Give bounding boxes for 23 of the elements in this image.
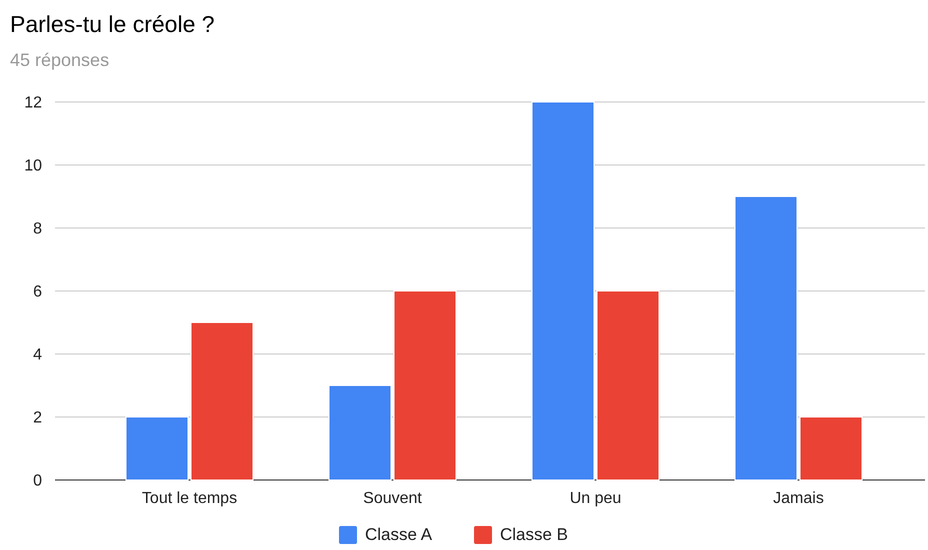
bar bbox=[532, 102, 594, 480]
bar bbox=[734, 196, 798, 480]
x-tick-label: Tout le temps bbox=[142, 490, 238, 507]
x-tick-label: Jamais bbox=[773, 490, 824, 507]
y-tick-label: 0 bbox=[33, 472, 42, 490]
y-tick-label: 10 bbox=[24, 158, 42, 175]
chart-subtitle: 45 réponses bbox=[10, 50, 110, 70]
y-tick-label: 12 bbox=[24, 94, 42, 112]
bar bbox=[596, 290, 660, 480]
y-tick-label: 8 bbox=[33, 220, 42, 238]
x-tick-label: Un peu bbox=[570, 490, 622, 507]
bar bbox=[190, 322, 254, 480]
x-tick-label: Souvent bbox=[363, 490, 422, 507]
bar bbox=[126, 416, 188, 480]
y-tick-label: 4 bbox=[33, 346, 42, 364]
bar bbox=[394, 290, 456, 480]
bar bbox=[328, 385, 392, 480]
y-tick-label: 2 bbox=[33, 410, 42, 427]
y-tick-label: 6 bbox=[33, 284, 42, 301]
chart-title: Parles-tu le créole ? bbox=[10, 11, 215, 37]
legend-label: Classe A bbox=[365, 525, 433, 544]
legend-label: Classe B bbox=[500, 525, 568, 544]
bar bbox=[800, 416, 862, 480]
